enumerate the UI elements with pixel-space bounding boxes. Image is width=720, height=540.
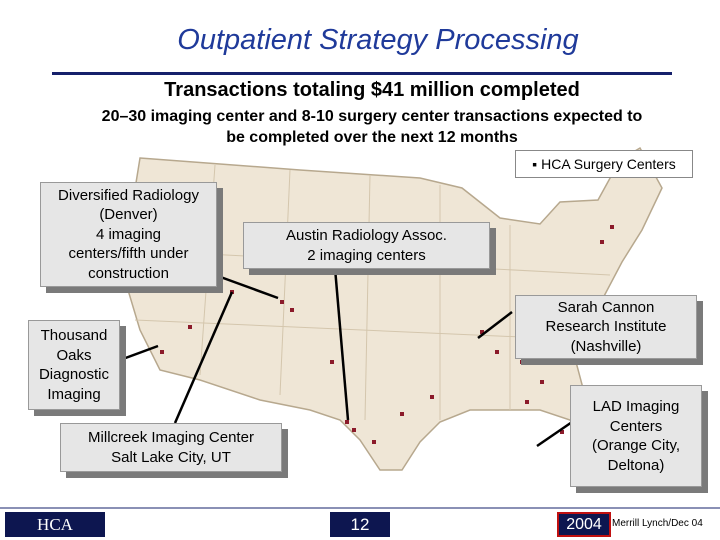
callout-line: Thousand bbox=[40, 327, 108, 344]
legend: ▪ HCA Surgery Centers bbox=[515, 150, 693, 178]
callout-line: 2 imaging centers bbox=[307, 246, 426, 264]
callout-line: Salt Lake City, UT bbox=[111, 448, 231, 466]
callout-line: centers/fifth under bbox=[68, 245, 189, 263]
callout: Austin Radiology Assoc. 2 imaging centers bbox=[243, 222, 490, 269]
callout-line: Millcreek Imaging Center bbox=[88, 429, 254, 446]
callout-line: LAD Imaging bbox=[592, 398, 680, 415]
callout-line: construction bbox=[88, 264, 169, 282]
arrows bbox=[119, 267, 576, 448]
description-line: be completed over the next 12 months bbox=[226, 129, 518, 146]
callout: Sarah Cannon Research Institute (Nashville… bbox=[515, 295, 697, 359]
callout-line: Diagnostic bbox=[38, 366, 110, 383]
callout-line: 4 imaging bbox=[95, 225, 162, 243]
title: Outpatient Strategy Processing bbox=[177, 24, 579, 56]
callout: Diversified Radiology (Denver) 4 imaging ce… bbox=[40, 182, 217, 287]
callout-line: (Nashville) bbox=[570, 337, 642, 355]
description-line: 20–30 imaging center and 8-10 surgery ce… bbox=[101, 108, 643, 125]
callout: Millcreek Imaging Center Salt Lake City, … bbox=[60, 423, 282, 472]
callout-line: (Denver) bbox=[99, 206, 158, 224]
description: 20–30 imaging center and 8-10 surgery ce… bbox=[0, 106, 720, 148]
footer-logo: HCA bbox=[5, 512, 105, 537]
subtitle: Transactions totaling $41 million comple… bbox=[164, 79, 580, 101]
callout-line: Research Institute bbox=[545, 318, 667, 336]
legend-label: HCA Surgery Centers bbox=[541, 156, 676, 172]
callout-line: Diversified Radiology bbox=[58, 186, 199, 204]
footer-source: Merrill Lynch/Dec 04 bbox=[612, 518, 703, 529]
page-number: 12 bbox=[330, 512, 390, 537]
footer-year: 2004 bbox=[557, 512, 611, 537]
callout-line: Austin Radiology Assoc. bbox=[286, 227, 447, 244]
callout-line: Imaging bbox=[47, 385, 101, 403]
callout-line: Centers bbox=[609, 417, 663, 435]
callout-line: Sarah Cannon bbox=[557, 298, 655, 316]
callout: LAD Imaging Centers (Orange City, Deltona) bbox=[570, 385, 702, 487]
title-rule bbox=[52, 72, 672, 75]
callout-line: Deltona) bbox=[607, 456, 665, 474]
callout-line: Oaks bbox=[56, 346, 92, 364]
callout-line: (Orange City, bbox=[591, 437, 681, 454]
callout: Thousand Oaks Diagnostic Imaging bbox=[28, 320, 120, 410]
